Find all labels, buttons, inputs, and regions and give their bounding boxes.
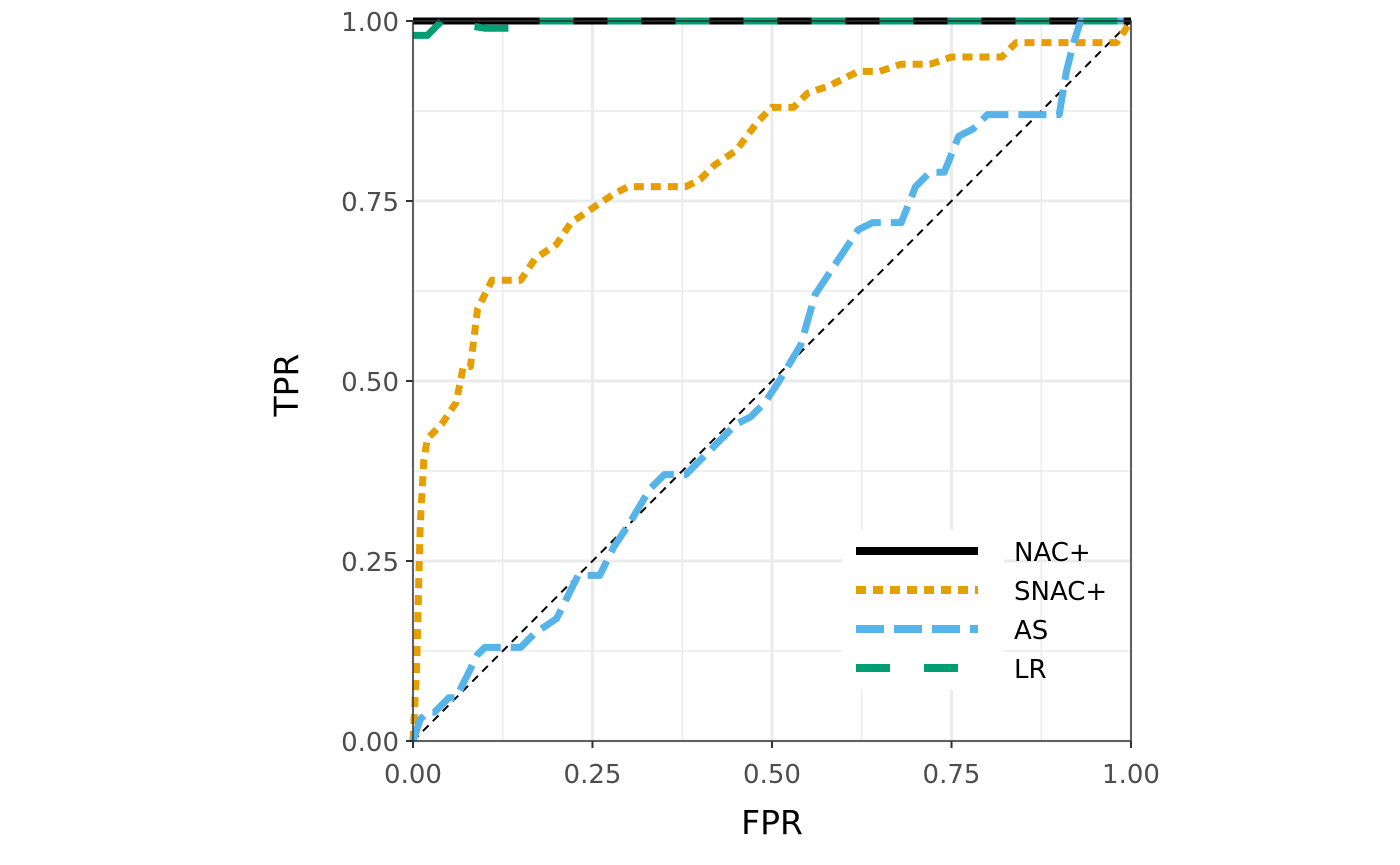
y-tick-label: 0.75 xyxy=(341,188,399,218)
series-line-snac xyxy=(409,19,1134,742)
x-tick-label: 0.25 xyxy=(564,760,622,790)
y-tick-label: 0.00 xyxy=(341,728,399,758)
x-axis-title: FPR xyxy=(741,803,803,842)
legend-label-as: AS xyxy=(1014,616,1048,646)
series-line-as xyxy=(409,17,1131,743)
reference-diagonal xyxy=(412,20,1132,742)
series-line-lr xyxy=(413,17,1131,39)
x-tick-label: 0.00 xyxy=(384,760,442,790)
y-tick-label: 0.25 xyxy=(341,548,399,578)
y-tick-label: 1.00 xyxy=(341,8,399,38)
x-tick-label: 1.00 xyxy=(1102,760,1160,790)
y-tick-label: 0.50 xyxy=(341,368,399,398)
axes: 0.00 0.25 0.50 0.75 1.00 0.00 0.25 0.50 0.75 1.00 xyxy=(341,8,1160,790)
legend-label-nac: NAC+ xyxy=(1014,538,1091,568)
x-tick-label: 0.75 xyxy=(923,760,981,790)
legend-background xyxy=(842,530,1004,690)
y-axis-title: TPR xyxy=(267,354,306,418)
reference-line xyxy=(412,20,1132,742)
legend-label-lr: LR xyxy=(1014,655,1047,685)
x-tick-label: 0.50 xyxy=(743,760,801,790)
legend-label-snac: SNAC+ xyxy=(1014,577,1107,607)
legend: NAC+ SNAC+ AS LR xyxy=(842,530,1107,690)
